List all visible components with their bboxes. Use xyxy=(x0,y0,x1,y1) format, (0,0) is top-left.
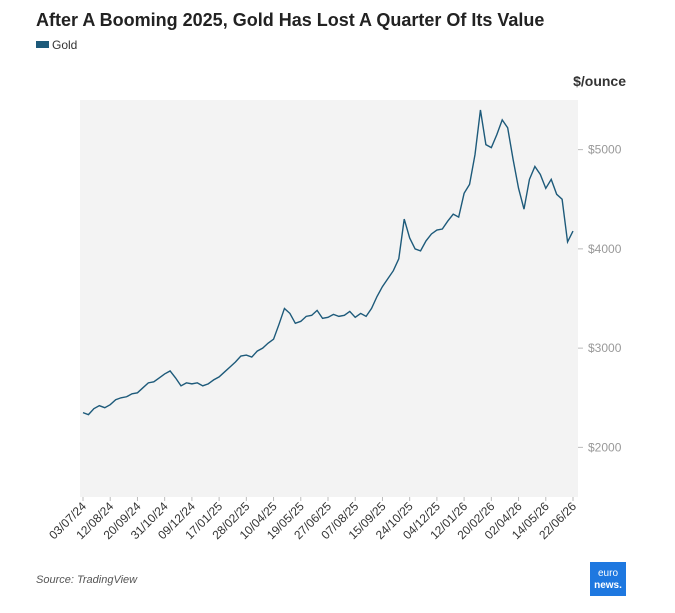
y-tick-label: $2000 xyxy=(588,440,622,454)
legend-swatch xyxy=(36,41,49,48)
legend-label: Gold xyxy=(52,38,77,52)
source: Source: TradingView xyxy=(36,574,138,586)
line xyxy=(82,109,574,416)
y-axis-label: $/ounce xyxy=(573,73,626,89)
y-tick-label: $3000 xyxy=(588,341,622,355)
chart-title: After A Booming 2025, Gold Has Lost A Qu… xyxy=(36,10,544,30)
logo-text: news. xyxy=(594,580,622,591)
logo-text: euro xyxy=(598,568,618,579)
y-tick-label: $4000 xyxy=(588,242,622,256)
plot-background xyxy=(80,100,578,497)
logo-box xyxy=(590,562,626,596)
y-tick-label: $5000 xyxy=(588,143,622,157)
